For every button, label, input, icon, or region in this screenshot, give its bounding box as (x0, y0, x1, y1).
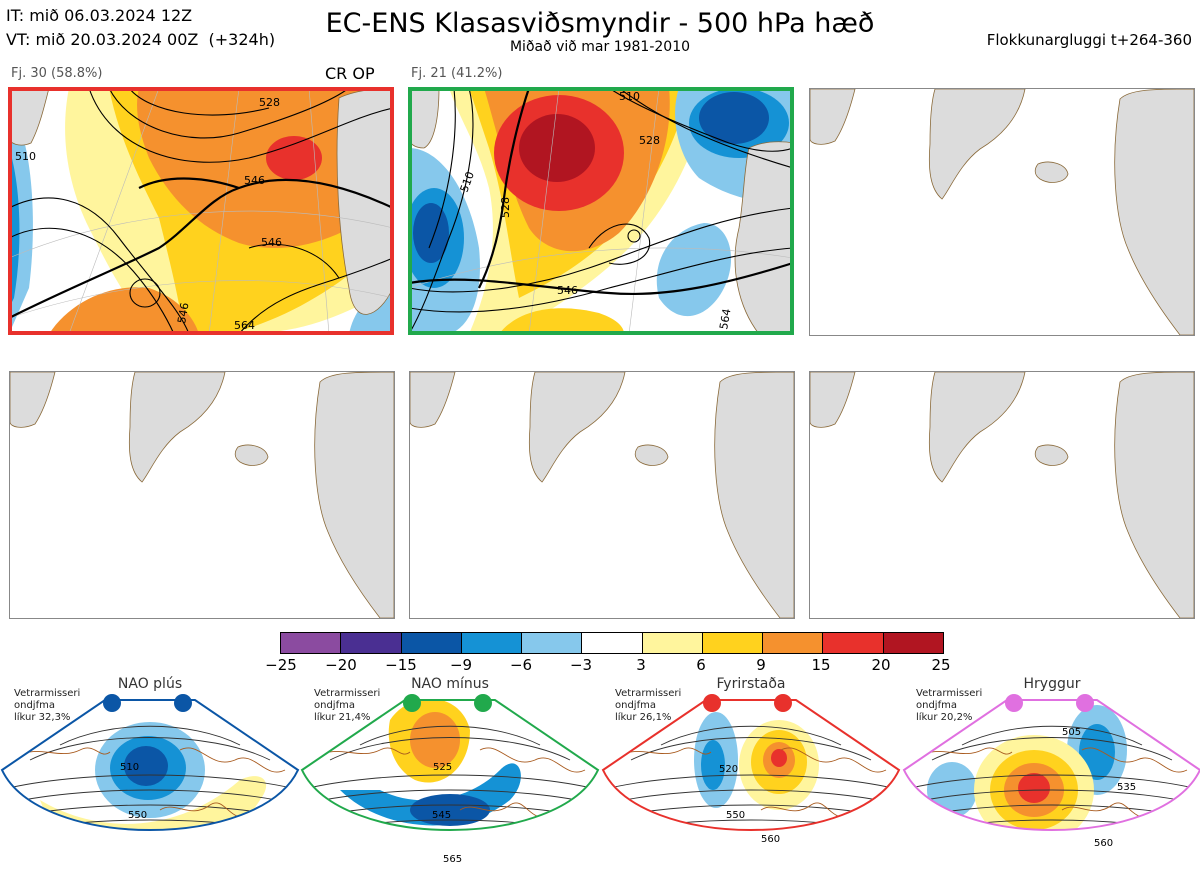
regime-diagram: 525 545 565 (300, 690, 600, 871)
colorbar-tick-label: −20 (325, 656, 357, 674)
colorbar-swatch (641, 633, 702, 653)
regime-contour-label: 565 (443, 854, 462, 865)
colorbar-tick-label: 15 (811, 656, 831, 674)
colorbar-tick-label: −25 (265, 656, 297, 674)
regime-center-dot (1076, 694, 1094, 712)
panel-1-contour-label: 528 (259, 96, 280, 109)
cluster-map-5 (409, 371, 795, 619)
regime-center-dot (174, 694, 192, 712)
panel-1-tag: CR OP (325, 64, 375, 83)
colorbar-swatch (882, 633, 943, 653)
panel-2-contour-label: 546 (557, 284, 578, 297)
regime-diagram: 510 550 (0, 690, 300, 871)
colorbar-tick-label: 3 (636, 656, 646, 674)
regime-diagram: 520 550 560 (601, 690, 901, 871)
valid-time-label: VT: mið 20.03.2024 00Z (+324h) (6, 30, 276, 49)
regime-contour-label: 550 (726, 810, 745, 821)
cluster-map-3 (809, 88, 1195, 336)
colorbar-swatch (581, 633, 642, 653)
regime-center-dot (103, 694, 121, 712)
regime-name: NAO plús (117, 676, 183, 692)
initial-time-label: IT: mið 06.03.2024 12Z (6, 6, 193, 25)
regime-contour-label: 545 (432, 810, 451, 821)
regime-name: Fyrirstaða (716, 676, 786, 692)
regime-contour-label: 535 (1117, 782, 1136, 793)
regime-name: NAO mínus (411, 676, 489, 692)
regime-center-dot (474, 694, 492, 712)
colorbar-tick-label: 25 (931, 656, 951, 674)
colorbar-tick-label: −9 (449, 656, 473, 674)
cluster-map-6 (809, 371, 1195, 619)
colorbar-swatch (762, 633, 823, 653)
regime-contour-label: 550 (128, 810, 147, 821)
regime-contour-label: 525 (433, 762, 452, 773)
cluster-map-4 (9, 371, 395, 619)
colorbar-swatch (281, 633, 341, 653)
regime-center-dot (1005, 694, 1023, 712)
regime-probability-note: Vetrarmisseri ondjfma líkur 26,1% (615, 688, 682, 723)
panel-1-contour-label: 564 (234, 319, 255, 332)
colorbar-tick-label: 20 (871, 656, 891, 674)
regime-center-dot (774, 694, 792, 712)
colorbar-swatch (701, 633, 763, 653)
colorbar-swatch (400, 633, 461, 653)
page-title: EC-ENS Klasasviðsmyndir - 500 hPa hæð (325, 8, 875, 39)
colorbar-swatch (521, 633, 582, 653)
colorbar-swatch (822, 633, 883, 653)
panel-2-contour-label: 528 (639, 134, 660, 147)
regime-name: Hryggur (1023, 676, 1081, 692)
panel-1-contour-label: 546 (244, 174, 265, 187)
panel-2-contour-label: 510 (619, 90, 640, 103)
regime-contour-label: 505 (1062, 727, 1081, 738)
colorbar-tick-label: 6 (696, 656, 706, 674)
regime-probability-note: Vetrarmisseri ondjfma líkur 21,4% (314, 688, 381, 723)
page-subtitle: Miðað við mar 1981-2010 (509, 39, 691, 55)
regime-probability-note: Vetrarmisseri ondjfma líkur 32,3% (14, 688, 81, 723)
colorbar-tick-label: 9 (756, 656, 766, 674)
panel-2-contour-label: 528 (499, 197, 512, 218)
colorbar-tick-label: −15 (385, 656, 417, 674)
panel-1-contour-label: 546 (261, 236, 282, 249)
panel-1-contour-label: 546 (175, 302, 191, 325)
regime-diagram: 505 535 560 (902, 690, 1200, 871)
panel-1-label: Fj. 30 (58.8%) (11, 66, 103, 81)
cluster-window-label: Flokkunargluggi t+264-360 (986, 31, 1192, 49)
panel-1-contour-label: 510 (15, 150, 36, 163)
regime-probability-note: Vetrarmisseri ondjfma líkur 20,2% (916, 688, 983, 723)
colorbar-swatch (460, 633, 522, 653)
regime-center-dot (403, 694, 421, 712)
regime-contour-label: 560 (1094, 838, 1113, 849)
panel-2-label: Fj. 21 (41.2%) (411, 66, 503, 81)
regime-center-dot (703, 694, 721, 712)
cluster-map-2: 510 528 546 564 528 510 (409, 88, 793, 334)
colorbar-tick-label: −3 (569, 656, 593, 674)
regime-contour-label: 520 (719, 764, 738, 775)
panel-2-contour-label: 564 (717, 308, 733, 331)
anomaly-colorbar (280, 632, 944, 654)
cluster-map-1: 528 546 546 564 546 510 (9, 88, 393, 334)
colorbar-tick-label: −6 (509, 656, 533, 674)
regime-contour-label: 560 (761, 834, 780, 845)
colorbar-swatch (340, 633, 401, 653)
regime-contour-label: 510 (120, 762, 139, 773)
